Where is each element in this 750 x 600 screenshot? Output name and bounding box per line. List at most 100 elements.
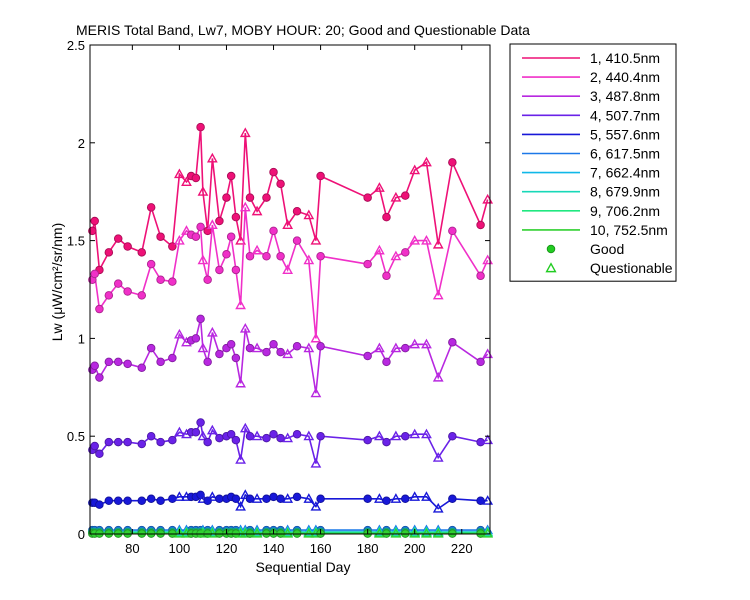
good-point: [137, 496, 147, 505]
chart-title: MERIS Total Band, Lw7, MOBY HOUR: 20; Go…: [76, 22, 530, 38]
good-point: [231, 212, 241, 222]
good-point: [196, 222, 205, 232]
series-5: [88, 489, 494, 513]
good-point: [146, 259, 156, 269]
questionable-point: [251, 342, 263, 353]
good-point: [245, 494, 255, 504]
questionable-point: [181, 176, 192, 186]
series-line: [91, 127, 489, 273]
good-point: [137, 363, 147, 372]
good-point: [363, 259, 372, 269]
good-point: [382, 212, 391, 222]
good-point: [156, 437, 165, 447]
good-point: [363, 494, 372, 504]
questionable-point: [239, 489, 251, 499]
good-point: [146, 343, 156, 353]
good-point: [113, 234, 123, 243]
good-point: [104, 357, 114, 367]
good-point: [146, 431, 156, 441]
legend-label: 3, 487.8nm: [590, 88, 660, 104]
legend-good-marker: [546, 244, 556, 254]
questionable-point: [421, 428, 432, 439]
good-point: [316, 494, 325, 504]
questionable-point: [421, 156, 432, 167]
questionable-point: [251, 244, 263, 255]
questionable-point: [409, 527, 421, 538]
questionable-point: [310, 457, 322, 468]
good-point: [104, 437, 114, 447]
questionable-point: [174, 328, 185, 339]
good-point: [191, 334, 201, 343]
questionable-point: [409, 234, 421, 245]
good-point: [215, 216, 224, 226]
questionable-point: [251, 527, 263, 538]
questionable-point: [432, 452, 444, 462]
good-point: [245, 343, 255, 353]
good-point: [196, 122, 205, 132]
series-4: [88, 418, 494, 468]
legend-label: 7, 662.4nm: [590, 165, 660, 181]
legend-label: 10, 752.5nm: [590, 222, 668, 238]
good-point: [269, 167, 278, 177]
y-tick-label: 0.5: [67, 429, 85, 444]
x-axis-label: Sequential Day: [256, 559, 351, 575]
good-point: [476, 220, 485, 230]
questionable-point: [421, 491, 432, 501]
good-point: [123, 242, 132, 251]
questionable-point: [282, 219, 294, 230]
good-point: [316, 171, 325, 181]
good-point: [156, 496, 165, 505]
good-point: [104, 248, 114, 257]
good-point: [262, 251, 271, 261]
legend-label: 2, 440.4nm: [590, 69, 660, 85]
good-point: [95, 449, 104, 459]
good-point: [401, 343, 410, 353]
legend-label: 6, 617.5nm: [590, 146, 660, 162]
questionable-point: [390, 493, 402, 503]
good-point: [448, 431, 457, 441]
good-point: [191, 173, 201, 183]
good-point: [382, 437, 391, 447]
questionable-point: [235, 299, 246, 310]
good-point: [363, 351, 372, 361]
questionable-point: [251, 205, 263, 216]
questionable-point: [206, 152, 218, 163]
good-point: [231, 265, 241, 275]
questionable-point: [251, 493, 263, 503]
questionable-point: [310, 387, 322, 398]
questionable-point: [174, 491, 185, 501]
questionable-point: [174, 426, 185, 437]
good-point: [382, 357, 391, 367]
y-tick-label: 1: [78, 331, 85, 346]
good-point: [262, 193, 271, 202]
questionable-point: [239, 127, 251, 138]
good-point: [95, 373, 104, 382]
good-point: [292, 236, 302, 245]
questionable-point: [206, 424, 218, 435]
questionable-point: [390, 527, 402, 538]
x-tick-label: 140: [263, 541, 285, 556]
questionable-point: [235, 454, 246, 464]
questionable-point: [197, 430, 209, 441]
questionable-point: [390, 342, 402, 353]
questionable-point: [235, 500, 246, 511]
questionable-point: [421, 527, 432, 538]
series-line: [91, 419, 488, 464]
questionable-point: [197, 186, 209, 196]
questionable-point: [181, 225, 192, 235]
questionable-point: [206, 527, 218, 538]
questionable-point: [482, 434, 494, 445]
questionable-point: [421, 338, 432, 349]
y-axis-label: Lw (μW/cm²/sr/nm): [49, 223, 65, 342]
good-point: [215, 433, 224, 443]
good-point: [95, 500, 104, 509]
questionable-point: [206, 219, 218, 230]
good-point: [215, 265, 224, 275]
good-point: [276, 347, 285, 357]
good-point: [316, 341, 325, 351]
good-point: [168, 353, 177, 363]
series-line: [91, 318, 489, 394]
good-point: [123, 496, 132, 505]
questionable-point: [282, 264, 294, 274]
